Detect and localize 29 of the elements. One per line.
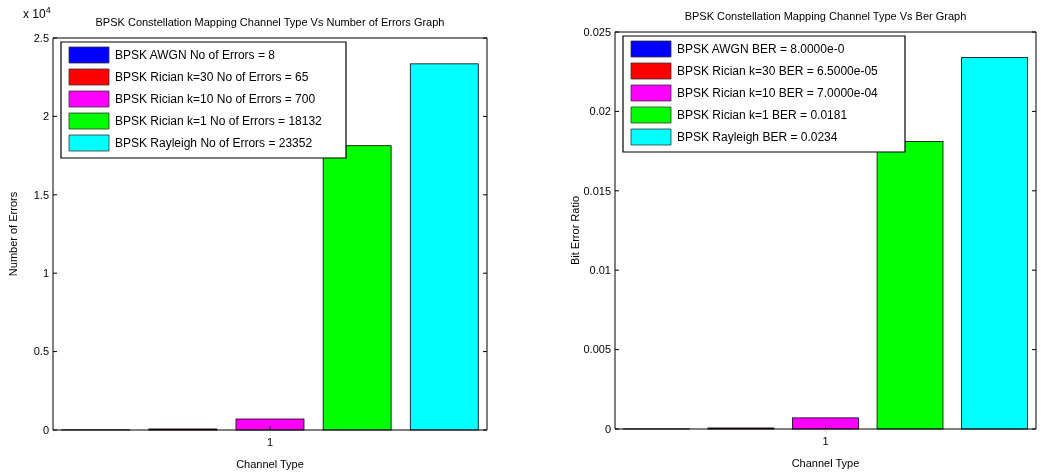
legend-label: BPSK Rician k=10 BER = 7.0000e-04 <box>677 86 879 101</box>
text: x 10$^{4}$ <box>23 5 51 21</box>
y-tick-label: 0.01 <box>589 264 611 277</box>
legend-label: BPSK Rician k=10 No of Errors = 700 <box>115 92 316 107</box>
legend-label: BPSK Rician k=1 BER = 0.0181 <box>677 108 848 123</box>
y-tick-label: 2 <box>42 110 49 123</box>
y-tick-label: 0.5 <box>33 345 49 358</box>
y-tick-label: 0.02 <box>589 105 611 118</box>
y-tick-label: 0 <box>42 423 49 436</box>
y-tick-label: 0.015 <box>583 184 611 197</box>
y-tick-label: 0 <box>604 422 611 435</box>
x-axis-title: Channel Type <box>791 457 860 469</box>
y-tick-label: 1 <box>42 267 49 280</box>
legend-label: BPSK Rayleigh No of Errors = 23352 <box>115 136 313 151</box>
y-tick-label: 1.5 <box>33 188 49 201</box>
y-axis-title: Bit Error Ratio <box>569 195 581 266</box>
legend-label: BPSK Rician k=30 BER = 6.5000e-05 <box>677 64 879 79</box>
y-tick-label: 2.5 <box>33 31 49 44</box>
legend-label: BPSK AWGN BER = 8.0000e-0 <box>677 42 845 57</box>
legend-label: BPSK Rician k=30 No of Errors = 65 <box>115 70 309 85</box>
legend-label: BPSK Rician k=1 No of Errors = 18132 <box>115 114 323 129</box>
y-tick-label: 0.005 <box>583 343 611 356</box>
legend-label: BPSK AWGN No of Errors = 8 <box>115 48 276 63</box>
y-axis-title: Number of Errors <box>7 191 19 277</box>
chart-title: BPSK Constellation Mapping Channel Type Vs Number of Errors Graph <box>95 16 445 28</box>
x-axis-title: Channel Type <box>236 458 304 470</box>
chart-title: BPSK Constellation Mapping Channel Type Vs Ber Graph <box>684 10 967 22</box>
legend-label: BPSK Rayleigh BER = 0.0234 <box>677 130 838 145</box>
y-tick-label: 0.025 <box>583 25 611 38</box>
